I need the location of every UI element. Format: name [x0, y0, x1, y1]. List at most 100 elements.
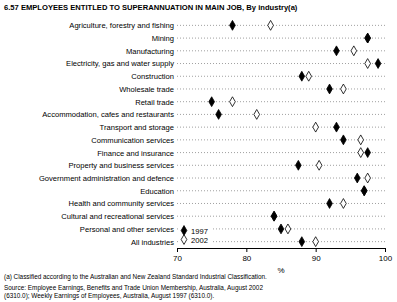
- grid-line: [177, 101, 385, 102]
- y-tick-label: Accommodation, cafes and restaurants: [42, 110, 174, 119]
- y-tick: Retail trade: [135, 98, 177, 107]
- legend-symbol: [181, 235, 187, 245]
- grid-line: [177, 114, 385, 115]
- diamond-point: [285, 224, 291, 234]
- diamond-point: [268, 20, 274, 30]
- x-tick: 100: [379, 248, 393, 263]
- grid: [177, 25, 385, 241]
- diamond-point: [316, 160, 322, 170]
- diamond-point: [361, 186, 367, 196]
- x-tick: 80: [242, 248, 251, 263]
- series: [209, 20, 381, 246]
- y-tick-label: Transport and storage: [100, 123, 174, 132]
- diamond-point: [365, 148, 371, 158]
- diamond-point: [216, 109, 222, 119]
- diamond-point: [327, 84, 333, 94]
- source: Source: Employee Earnings, Benefits and …: [4, 284, 263, 292]
- y-tick: Electricity, gas and water supply: [66, 59, 177, 68]
- diamond-point: [341, 135, 347, 145]
- diamond-point: [375, 59, 381, 69]
- diamond-point: [341, 199, 347, 209]
- y-tick: Health and community services: [68, 199, 177, 208]
- grid-line: [177, 190, 385, 191]
- y-tick-label: Communication services: [91, 136, 174, 145]
- grid-line: [177, 63, 385, 64]
- legend-label: 1997: [191, 227, 208, 236]
- y-tick: Agriculture, forestry and fishing: [69, 21, 177, 30]
- diamond-point: [278, 224, 284, 234]
- diamond-point: [313, 237, 319, 247]
- diamond-point: [230, 97, 236, 107]
- x-axis-title: %: [277, 266, 284, 275]
- y-axis: Agriculture, forestry and fishing Mining M…: [39, 21, 177, 246]
- diamond-point: [365, 173, 371, 183]
- grid-line: [177, 88, 385, 89]
- diamond-point: [299, 71, 305, 81]
- grid-line: [177, 165, 385, 166]
- diamond-point: [351, 46, 357, 56]
- y-tick: Finance and insurance: [97, 149, 177, 158]
- diamond-point: [209, 97, 215, 107]
- grid-line: [177, 76, 385, 77]
- diamond-point: [271, 211, 277, 221]
- y-tick-label: Wholesale trade: [119, 85, 174, 94]
- chart-container: 6.57 EMPLOYEES ENTITLED TO SUPERANNUATIO…: [0, 0, 397, 302]
- diamond-point: [361, 186, 367, 196]
- chart-svg: 6.57 EMPLOYEES ENTITLED TO SUPERANNUATIO…: [0, 0, 397, 302]
- diamond-point: [271, 211, 277, 221]
- diamond-point: [354, 173, 360, 183]
- x-tick-label: 90: [312, 254, 321, 263]
- y-tick: Construction: [131, 72, 177, 81]
- plot: 70 80 90 100% Agriculture, forestry and fish…: [39, 20, 393, 275]
- x-tick-mark: [385, 248, 386, 252]
- footnote: (a) Classified according to the Australi…: [4, 273, 267, 281]
- x-tick-mark: [177, 248, 178, 252]
- diamond-point: [341, 84, 347, 94]
- y-tick-label: Personal and other services: [80, 225, 174, 234]
- y-tick: Accommodation, cafes and restaurants: [42, 110, 177, 119]
- legend-label: 2002: [191, 236, 208, 245]
- x-axis-line: [178, 249, 386, 253]
- diamond-point: [334, 122, 340, 132]
- x-tick-label: 70: [173, 254, 182, 263]
- y-tick: Wholesale trade: [119, 85, 177, 94]
- grid-line: [177, 38, 385, 39]
- legend-background: [178, 225, 212, 245]
- diamond-point: [358, 135, 364, 145]
- y-tick: Mining: [152, 34, 177, 43]
- y-tick: All industries: [131, 238, 177, 247]
- y-tick-label: Agriculture, forestry and fishing: [69, 21, 174, 30]
- y-tick-label: Construction: [131, 72, 174, 81]
- title: 6.57 EMPLOYEES ENTITLED TO SUPERANNUATIO…: [4, 3, 298, 12]
- y-tick-label: Health and community services: [68, 199, 174, 208]
- source: (6310.0); Weekly Earnings of Employees, …: [4, 292, 214, 300]
- y-tick: Manufacturing: [126, 47, 177, 56]
- series: [230, 20, 371, 246]
- diamond-point: [327, 199, 333, 209]
- y-tick: Personal and other services: [80, 225, 177, 234]
- diamond-point: [254, 109, 260, 119]
- diamond-point: [230, 20, 236, 30]
- grid-line: [177, 152, 385, 153]
- x-tick: 90: [312, 248, 321, 263]
- grid-line: [177, 178, 385, 179]
- grid-line: [177, 203, 385, 204]
- x-tick-mark: [246, 248, 247, 252]
- y-tick: Property and business services: [68, 161, 177, 170]
- diamond-point: [313, 122, 319, 132]
- y-tick: Cultural and recreational services: [61, 212, 177, 221]
- y-tick-label: All industries: [131, 238, 174, 247]
- y-tick-label: Finance and insurance: [97, 149, 174, 158]
- y-tick-label: Electricity, gas and water supply: [66, 59, 174, 68]
- y-tick-label: Education: [140, 187, 174, 196]
- diamond-point: [365, 33, 371, 43]
- y-tick: Government administration and defence: [39, 174, 177, 183]
- diamond-point: [334, 46, 340, 56]
- diamond-point: [365, 59, 371, 69]
- legend: 19972002: [178, 225, 212, 245]
- diamond-point: [365, 33, 371, 43]
- grid-line: [177, 127, 385, 128]
- y-tick-label: Government administration and defence: [39, 174, 174, 183]
- diamond-point: [295, 160, 301, 170]
- y-tick-label: Property and business services: [68, 161, 174, 170]
